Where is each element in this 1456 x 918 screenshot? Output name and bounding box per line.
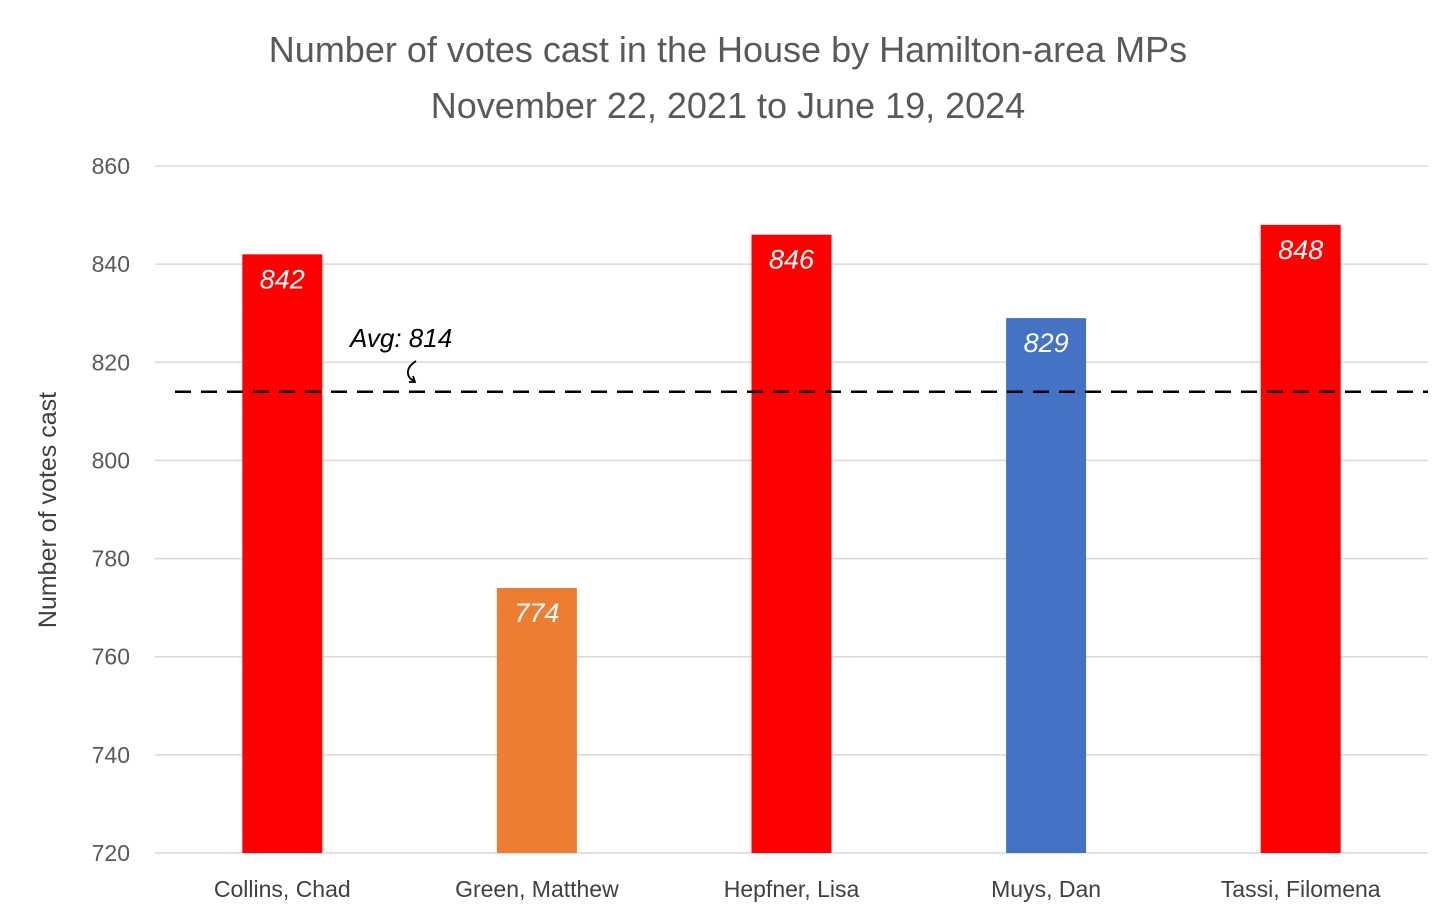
bar-collins-chad — [242, 254, 323, 854]
y-axis-ticks: 720 740 760 780 800 820 840 860 — [92, 153, 130, 866]
chart-subtitle: November 22, 2021 to June 19, 2024 — [431, 85, 1025, 126]
average-arrow-icon — [406, 360, 417, 382]
bar-tassi-filomena — [1260, 224, 1341, 853]
bars — [242, 224, 1341, 854]
y-tick-label-720: 720 — [92, 840, 130, 866]
y-tick-label-840: 840 — [92, 251, 130, 277]
x-category-label-0: Collins, Chad — [214, 876, 351, 902]
y-tick-label-740: 740 — [92, 742, 130, 768]
bar-hepfner-lisa — [751, 234, 832, 853]
data-label-1: 774 — [514, 598, 559, 628]
x-category-label-3: Muys, Dan — [991, 876, 1101, 902]
data-label-0: 842 — [260, 264, 305, 294]
x-axis-categories: Collins, Chad Green, Matthew Hepfner, Lisa… — [214, 876, 1381, 902]
chart-title: Number of votes cast in the House by Ham… — [269, 29, 1187, 70]
x-category-label-1: Green, Matthew — [455, 876, 619, 902]
y-tick-label-780: 780 — [92, 546, 130, 572]
data-label-4: 848 — [1278, 235, 1323, 265]
bar-muys-dan — [1006, 318, 1087, 853]
data-labels: 842 774 846 829 848 — [260, 235, 1323, 628]
y-tick-label-820: 820 — [92, 349, 130, 375]
y-tick-label-860: 860 — [92, 153, 130, 179]
data-label-2: 846 — [769, 245, 815, 275]
y-axis-label: Number of votes cast — [34, 392, 62, 628]
y-tick-label-800: 800 — [92, 447, 130, 473]
average-arrowhead-icon — [409, 375, 417, 383]
x-category-label-2: Hepfner, Lisa — [724, 876, 860, 902]
data-label-3: 829 — [1024, 328, 1069, 358]
x-category-label-4: Tassi, Filomena — [1221, 876, 1381, 902]
bar-green-matthew — [496, 588, 577, 853]
y-tick-label-760: 760 — [92, 644, 130, 670]
average-line-label: Avg: 814 — [348, 323, 452, 353]
average-line-group: Avg: 814 — [175, 323, 1428, 393]
